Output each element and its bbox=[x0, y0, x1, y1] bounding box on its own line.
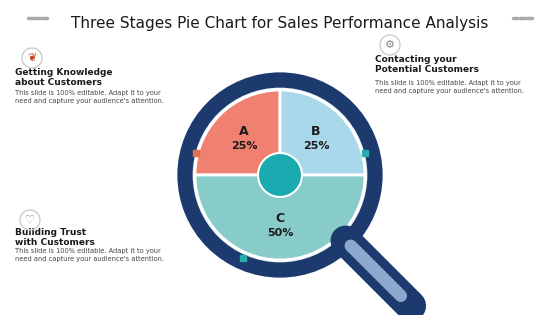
Text: Building Trust
with Customers: Building Trust with Customers bbox=[15, 228, 95, 247]
Text: Getting Knowledge
about Customers: Getting Knowledge about Customers bbox=[15, 68, 113, 87]
Text: ❦: ❦ bbox=[27, 53, 37, 63]
Text: A: A bbox=[239, 125, 249, 138]
Text: This slide is 100% editable. Adapt it to your
need and capture your audience's a: This slide is 100% editable. Adapt it to… bbox=[375, 80, 524, 94]
Circle shape bbox=[185, 80, 375, 270]
Circle shape bbox=[258, 153, 302, 197]
Text: Three Stages Pie Chart for Sales Performance Analysis: Three Stages Pie Chart for Sales Perform… bbox=[71, 16, 489, 31]
Wedge shape bbox=[195, 175, 365, 260]
Text: 25%: 25% bbox=[231, 141, 257, 151]
Text: This slide is 100% editable. Adapt it to your
need and capture your audience's a: This slide is 100% editable. Adapt it to… bbox=[15, 248, 164, 262]
Text: Contacting your
Potential Customers: Contacting your Potential Customers bbox=[375, 55, 479, 74]
Text: This slide is 100% editable. Adapt it to your
need and capture your audience's a: This slide is 100% editable. Adapt it to… bbox=[15, 90, 164, 104]
Text: 50%: 50% bbox=[267, 228, 293, 238]
Text: 25%: 25% bbox=[303, 141, 329, 151]
Wedge shape bbox=[280, 90, 365, 175]
Text: C: C bbox=[276, 213, 284, 226]
Wedge shape bbox=[195, 90, 280, 175]
Text: ⚙: ⚙ bbox=[385, 40, 395, 50]
Text: B: B bbox=[311, 125, 321, 138]
Text: ♡: ♡ bbox=[25, 215, 35, 225]
